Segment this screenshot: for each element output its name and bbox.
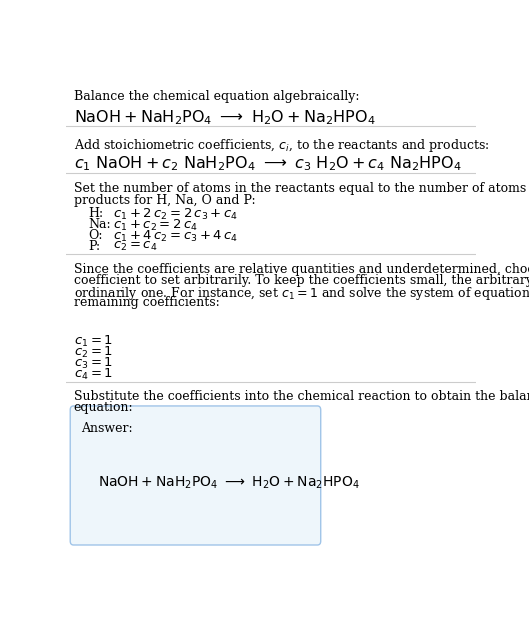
Text: products for H, Na, O and P:: products for H, Na, O and P: (74, 194, 255, 207)
Text: H:: H: (89, 207, 104, 220)
Text: $c_2 = 1$: $c_2 = 1$ (74, 345, 113, 361)
Text: $c_2 = c_4$: $c_2 = c_4$ (113, 240, 158, 253)
Text: Add stoichiometric coefficients, $c_i$, to the reactants and products:: Add stoichiometric coefficients, $c_i$, … (74, 137, 489, 154)
Text: $\mathrm{NaOH + NaH_2PO_4 \ \longrightarrow \ H_2O + Na_2HPO_4}$: $\mathrm{NaOH + NaH_2PO_4 \ \longrightar… (98, 475, 360, 492)
Text: $c_4 = 1$: $c_4 = 1$ (74, 367, 113, 382)
Text: Balance the chemical equation algebraically:: Balance the chemical equation algebraica… (74, 90, 359, 103)
Text: Substitute the coefficients into the chemical reaction to obtain the balanced: Substitute the coefficients into the che… (74, 390, 529, 403)
Text: $\mathrm{NaOH + NaH_2PO_4 \ \longrightarrow \ H_2O + Na_2HPO_4}$: $\mathrm{NaOH + NaH_2PO_4 \ \longrightar… (74, 108, 375, 127)
Text: P:: P: (89, 240, 101, 253)
Text: ordinarily one. For instance, set $c_1 = 1$ and solve the system of equations fo: ordinarily one. For instance, set $c_1 =… (74, 285, 529, 302)
Text: $c_1 + c_2 = 2\,c_4$: $c_1 + c_2 = 2\,c_4$ (113, 218, 198, 233)
Text: Answer:: Answer: (81, 422, 132, 435)
Text: remaining coefficients:: remaining coefficients: (74, 296, 219, 309)
Text: Na:: Na: (89, 218, 111, 231)
Text: $c_1\ \mathrm{NaOH} + c_2\ \mathrm{NaH_2PO_4} \ \longrightarrow \ c_3\ \mathrm{H: $c_1\ \mathrm{NaOH} + c_2\ \mathrm{NaH_2… (74, 154, 461, 173)
Text: $c_1 + 2\,c_2 = 2\,c_3 + c_4$: $c_1 + 2\,c_2 = 2\,c_3 + c_4$ (113, 207, 239, 222)
Text: Since the coefficients are relative quantities and underdetermined, choose a: Since the coefficients are relative quan… (74, 263, 529, 275)
Text: $c_3 = 1$: $c_3 = 1$ (74, 356, 113, 371)
Text: $c_1 + 4\,c_2 = c_3 + 4\,c_4$: $c_1 + 4\,c_2 = c_3 + 4\,c_4$ (113, 229, 239, 245)
Text: coefficient to set arbitrarily. To keep the coefficients small, the arbitrary va: coefficient to set arbitrarily. To keep … (74, 273, 529, 287)
FancyBboxPatch shape (70, 406, 321, 545)
Text: O:: O: (89, 229, 103, 242)
Text: Set the number of atoms in the reactants equal to the number of atoms in the: Set the number of atoms in the reactants… (74, 182, 529, 196)
Text: $c_1 = 1$: $c_1 = 1$ (74, 334, 113, 349)
Text: equation:: equation: (74, 401, 133, 414)
